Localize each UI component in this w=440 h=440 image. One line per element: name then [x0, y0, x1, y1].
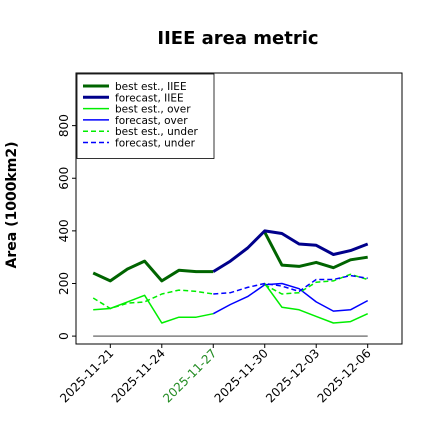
plot-frame — [75, 72, 403, 345]
x-tick-label: 2025-11-30 — [212, 346, 271, 405]
chart-title: IIEE area metric — [157, 28, 318, 49]
x-tick-label: 2025-12-03 — [263, 346, 322, 405]
legend-box — [76, 73, 215, 159]
legend-label: best est., IIEE — [115, 81, 187, 93]
series-line-best-est-over — [93, 283, 369, 324]
legend-label: forecast, over — [115, 115, 188, 127]
y-tick-label: 0 — [57, 332, 71, 340]
y-tick-label: 200 — [57, 272, 71, 295]
series-line-best-est-iiee — [92, 231, 368, 283]
legend-label: forecast, IIEE — [115, 92, 184, 104]
series-line-best-est-under — [92, 273, 368, 310]
series-line-forecast-under — [213, 274, 368, 295]
series-line-forecast-over — [212, 282, 369, 315]
y-tick-label: 800 — [57, 114, 71, 137]
y-tick-label: 600 — [57, 167, 71, 190]
x-tick-label: 2025-11-21 — [57, 346, 116, 405]
x-tick-label: 2025-11-24 — [109, 346, 168, 405]
legend-label: forecast, under — [115, 138, 196, 150]
y-tick-label: 400 — [57, 219, 71, 242]
y-axis-label: Area (1000km2) — [4, 142, 20, 269]
legend-label: best est., over — [115, 104, 191, 116]
legend-label: best est., under — [115, 126, 199, 138]
series-line-forecast-iiee — [212, 229, 369, 273]
x-tick-label: 2025-12-06 — [315, 346, 374, 405]
x-tick-label: 2025-11-27 — [160, 346, 219, 405]
